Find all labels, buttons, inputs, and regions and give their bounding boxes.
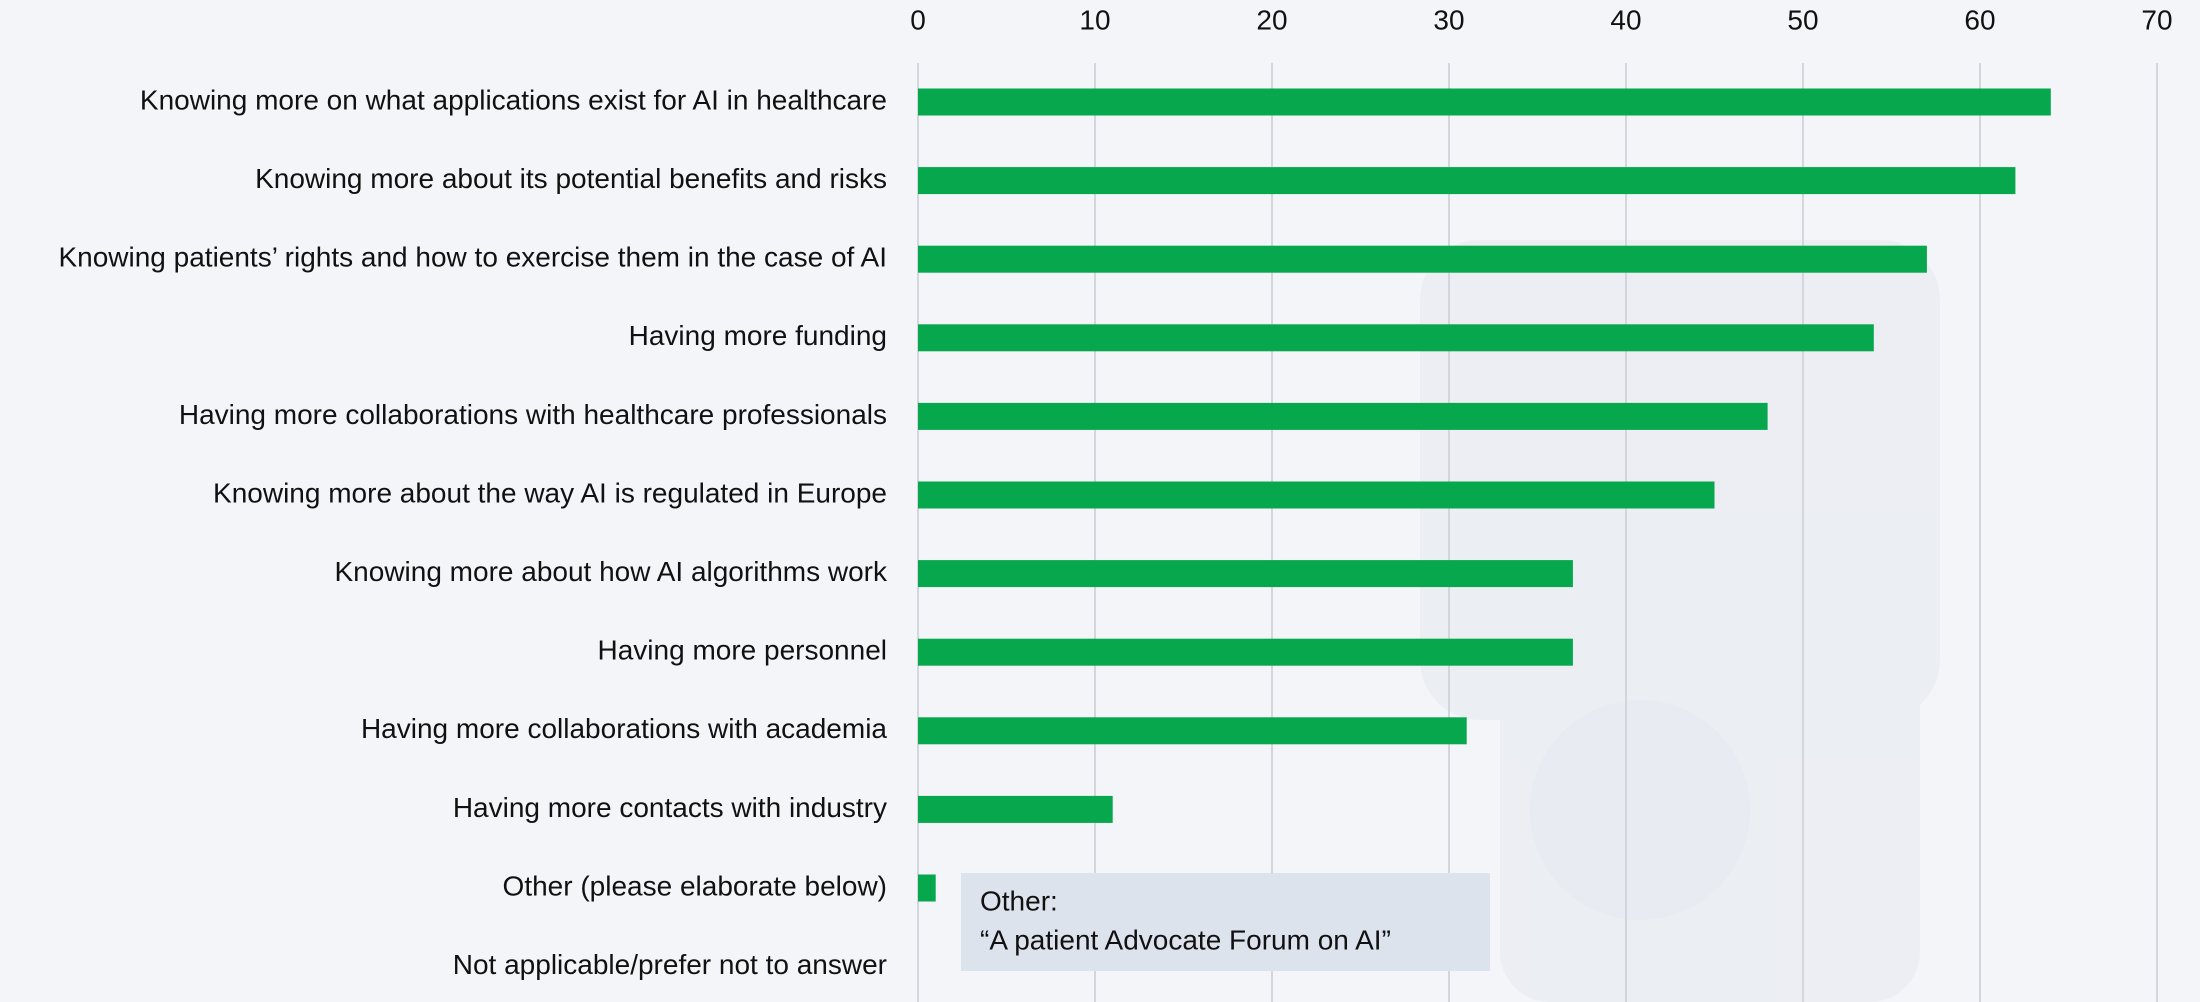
bar — [918, 167, 2016, 195]
bar — [918, 481, 1715, 509]
y-tick-label: Knowing more about its potential benefit… — [255, 163, 887, 194]
decoration — [1420, 240, 1940, 720]
bar — [918, 795, 1113, 823]
y-tick-label: Having more personnel — [598, 635, 888, 666]
bar — [918, 638, 1573, 666]
y-tick-label: Not applicable/prefer not to answer — [453, 949, 887, 980]
background-decoration — [1420, 240, 1940, 1002]
x-tick-label: 0 — [910, 4, 926, 35]
bar — [918, 874, 936, 902]
y-tick-label: Having more funding — [629, 320, 887, 351]
y-tick-label: Knowing more on what applications exist … — [140, 84, 887, 115]
bar — [918, 324, 1874, 352]
x-tick-label: 60 — [1964, 4, 1995, 35]
y-tick-label: Knowing more about the way AI is regulat… — [213, 477, 887, 508]
bar — [918, 402, 1768, 430]
x-tick-label: 30 — [1433, 4, 1464, 35]
annotation-text: “A patient Advocate Forum on AI” — [980, 924, 1391, 955]
y-tick-label: Having more collaborations with healthca… — [179, 399, 887, 430]
x-tick-label: 40 — [1610, 4, 1641, 35]
decoration — [1500, 560, 1920, 1002]
bar — [918, 560, 1573, 588]
bar — [918, 245, 1927, 273]
annotation-box — [961, 873, 1490, 971]
decoration — [1530, 700, 1750, 920]
annotation-text: Other: — [980, 885, 1058, 916]
x-tick-label: 10 — [1079, 4, 1110, 35]
x-tick-label: 20 — [1256, 4, 1287, 35]
bar — [918, 88, 2051, 116]
y-tick-label: Other (please elaborate below) — [503, 870, 887, 901]
x-tick-label: 50 — [1787, 4, 1818, 35]
y-tick-label: Knowing more about how AI algorithms wor… — [335, 556, 888, 587]
x-tick-label: 70 — [2141, 4, 2172, 35]
y-tick-label: Knowing patients’ rights and how to exer… — [58, 242, 887, 273]
y-tick-label: Having more collaborations with academia — [361, 713, 887, 744]
y-tick-label: Having more contacts with industry — [453, 792, 887, 823]
bar — [918, 717, 1467, 745]
